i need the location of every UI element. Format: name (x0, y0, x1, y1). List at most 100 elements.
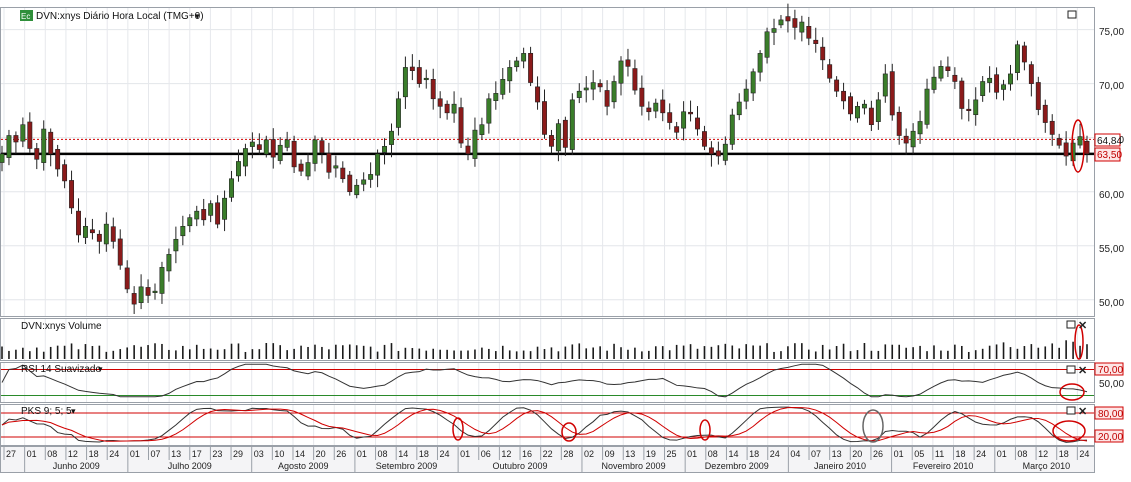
volume-bar (140, 346, 142, 359)
candle-body (131, 293, 137, 305)
candle-body (493, 93, 499, 101)
candle-body (465, 145, 471, 155)
volume-bar (439, 349, 441, 359)
volume-bar (1023, 346, 1026, 359)
volume-bar (42, 351, 45, 359)
chevron-down-icon[interactable]: ▾ (98, 364, 103, 374)
volume-bar (22, 347, 24, 359)
volume-bar (1065, 340, 1067, 359)
x-axis-day-label: 01 (997, 449, 1007, 459)
candle-body (326, 152, 332, 173)
volume-bar (710, 346, 713, 359)
support-flag (1094, 147, 1121, 162)
annotation-ellipse (1059, 383, 1085, 401)
candle-body (1028, 64, 1034, 84)
pks-80-flag (1094, 406, 1124, 420)
x-axis-month-label: Outubro 2009 (493, 461, 548, 471)
candle-body (409, 66, 415, 71)
volume-bar (780, 351, 782, 359)
candle-body (249, 141, 255, 147)
candle-body (333, 165, 339, 169)
volume-bar (321, 346, 323, 359)
volume-bar (842, 343, 845, 359)
volume-bar (91, 346, 94, 359)
price-overlays (1, 138, 1094, 156)
volume-bar (571, 344, 574, 359)
volume-bar (216, 349, 219, 359)
candlestick-series (0, 3, 1090, 314)
volume-bar (376, 351, 379, 359)
candle-body (347, 174, 353, 193)
annotation-ellipse (1074, 324, 1084, 360)
volume-bar (891, 344, 894, 359)
candle-body (48, 131, 54, 155)
chevron-down-icon[interactable]: ▾ (71, 406, 76, 416)
candle-body (841, 90, 847, 102)
rsi-panel-title[interactable]: RSI 14 Suavizado (21, 364, 101, 375)
volume-bar (654, 346, 657, 359)
volume-bar (63, 345, 66, 359)
volume-bar (84, 344, 87, 359)
candle-body (256, 144, 262, 150)
chevron-down-icon[interactable]: ▾ (195, 11, 200, 21)
candle-body (834, 79, 840, 92)
pks-panel-title[interactable]: PKS 9; 5; 5 (21, 406, 72, 417)
close-icon[interactable]: ✕ (1078, 320, 1087, 332)
x-axis-day-label: 24 (770, 449, 780, 459)
maximize-icon[interactable] (1066, 320, 1076, 329)
rsi-panel-frame (0, 362, 1095, 403)
close-icon[interactable]: ✕ (1078, 406, 1087, 418)
candle-body (924, 88, 930, 125)
volume-bar (814, 351, 817, 359)
candle-body (110, 226, 116, 242)
volume-bar (717, 345, 720, 359)
volume-bar (133, 345, 135, 359)
volume-bar (995, 344, 998, 359)
candle-body (34, 148, 40, 160)
candle-body (771, 28, 777, 33)
candle-body (124, 267, 130, 290)
candle-body (653, 102, 659, 112)
x-axis-day-label: 12 (1038, 449, 1048, 459)
candle-body (486, 98, 492, 124)
volume-bar (404, 347, 407, 359)
ec-badge (20, 10, 33, 21)
x-axis-day-label: 11 (935, 449, 944, 459)
volume-bar (15, 349, 17, 359)
volume-bar (661, 346, 664, 359)
volume-bar (230, 343, 233, 359)
volume-bar (668, 350, 671, 359)
maximize-icon[interactable] (1067, 10, 1077, 19)
candle-body (646, 107, 652, 113)
close-icon[interactable]: ✕ (1078, 365, 1087, 377)
ec-badge-label: Ec (21, 12, 30, 21)
candle-body (291, 140, 297, 168)
candle-body (1035, 82, 1041, 110)
x-axis-day-label: 08 (1017, 449, 1027, 459)
x-axis-month-labels: Junho 2009 Julho 2009 Agosto 2009 Setembro … (24, 460, 1070, 472)
price-panel-title[interactable]: DVN:xnys Diário Hora Local (TMG+0) (36, 11, 204, 22)
x-axis-day-label: 18 (1059, 449, 1069, 459)
x-axis-day-label: 20 (316, 449, 326, 459)
maximize-icon[interactable] (1066, 406, 1076, 415)
candle-body (576, 90, 582, 98)
candle-body (138, 286, 144, 303)
x-axis-day-label: 25 (667, 449, 677, 459)
candle-body (806, 26, 812, 39)
x-axis-day-label: 16 (522, 449, 532, 459)
candle-body (222, 197, 228, 220)
candle-body (813, 39, 819, 44)
x-axis-day-label: 14 (295, 449, 305, 459)
candle-body (89, 229, 95, 234)
volume-bar (161, 343, 163, 359)
candle-body (208, 203, 214, 216)
maximize-icon[interactable] (1066, 365, 1076, 374)
volume-bar (251, 349, 254, 359)
volume-bar (355, 345, 358, 359)
volume-bar (870, 350, 873, 359)
x-axis-day-label: 27 (6, 449, 16, 459)
candle-body (910, 130, 916, 148)
candle-body (354, 184, 360, 196)
candle-body (103, 223, 109, 245)
volume-bar (738, 348, 741, 359)
